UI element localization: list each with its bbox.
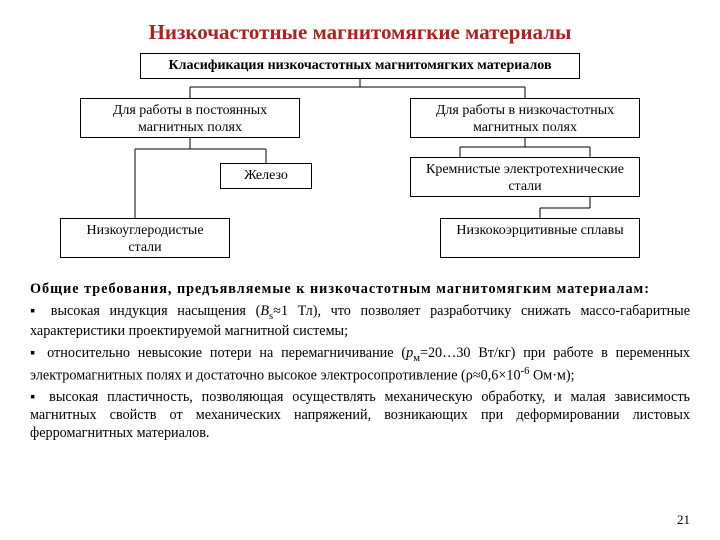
classification-diagram: Класификация низкочастотных магнитомягки… (40, 53, 680, 273)
b2-pre: относительно невысокие потери на перемаг… (47, 345, 406, 361)
bullet-3: ▪ высокая пластичность, позволяющая осущ… (30, 389, 690, 442)
page-number: 21 (677, 512, 690, 528)
box-iron: Железо (220, 163, 312, 189)
page-title: Низкочастотные магнитомягкие материалы (30, 20, 690, 45)
box-root: Класификация низкочастотных магнитомягки… (140, 53, 580, 79)
b1-pre: высокая индукция насыщения ( (51, 303, 261, 319)
box-lowfreq-fields: Для работы в низкочастотных магнитных по… (410, 98, 640, 138)
requirements-heading: Общие требования, предъявляемые к низкоч… (30, 281, 690, 299)
body-text: Общие требования, предъявляемые к низкоч… (30, 281, 690, 443)
box-lowcarbon-steel: Низкоуглеродистые стали (60, 218, 230, 258)
bullet-2: ▪ относительно невысокие потери на перем… (30, 345, 690, 386)
box-lowcoercive-alloys: Низкокоэрцитивные сплавы (440, 218, 640, 258)
bullet-1: ▪ высокая индукция насыщения (Bs≈1 Тл), … (30, 303, 690, 341)
b2-sub: м (413, 352, 420, 363)
box-silicon-steel: Кремнистые электротехнические стали (410, 157, 640, 197)
b1-sym: B (260, 303, 269, 319)
box-constant-fields: Для работы в постоянных магнитных полях (80, 98, 300, 138)
b2-end: Ом·м); (529, 368, 574, 384)
b3-text: высокая пластичность, позволяющая осущес… (30, 389, 690, 441)
